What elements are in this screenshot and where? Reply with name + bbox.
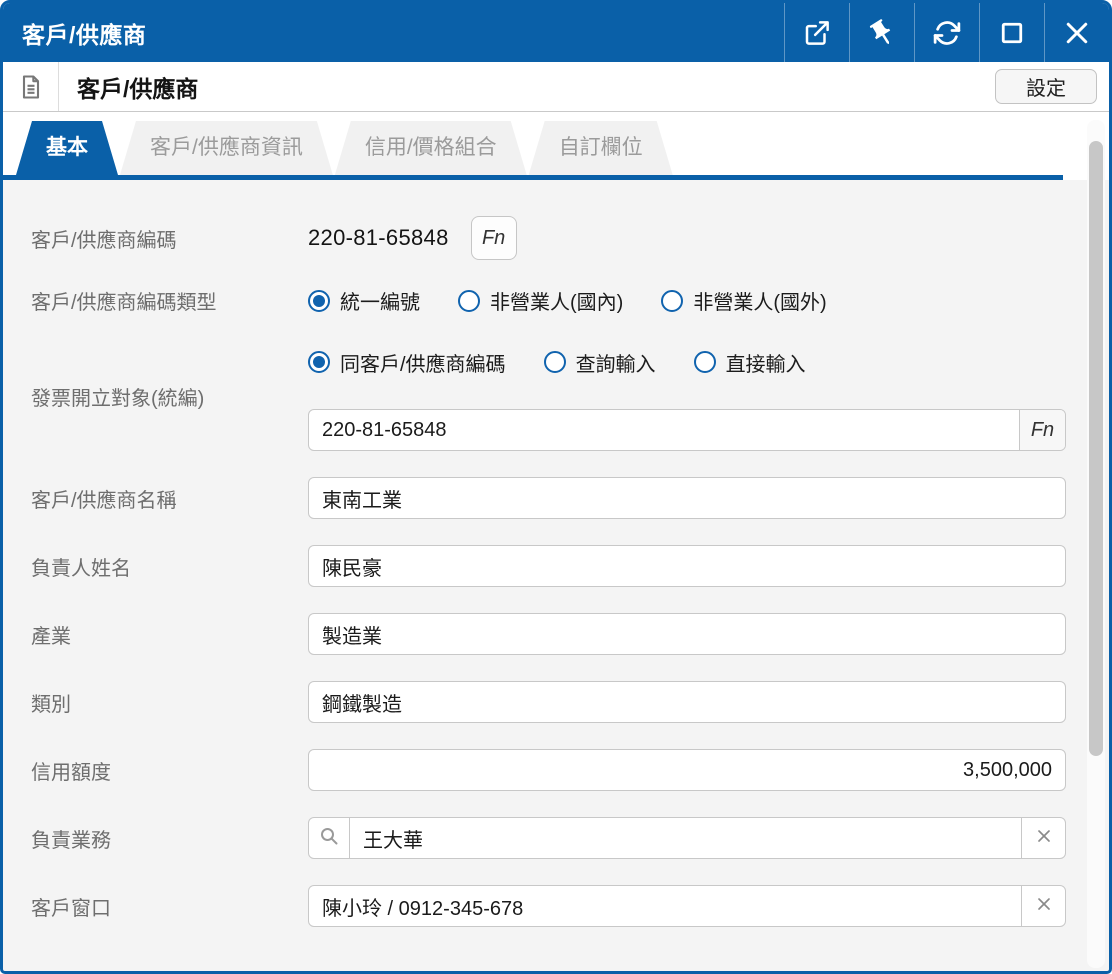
pin-icon	[867, 18, 897, 48]
document-icon	[3, 62, 59, 111]
title-bar: 客戶/供應商	[3, 3, 1109, 62]
owner-label: 負責人姓名	[31, 557, 131, 580]
code-value: 220-81-65848	[308, 225, 449, 250]
credit-limit-label: 信用額度	[31, 761, 111, 784]
sales-rep-input-group	[308, 817, 1066, 859]
clear-icon	[1034, 894, 1054, 919]
search-icon	[317, 824, 341, 853]
tab-custom-fields[interactable]: 自訂欄位	[529, 121, 673, 175]
open-external-button[interactable]	[784, 3, 849, 62]
radio-icon	[458, 289, 480, 312]
sales-rep-label: 負責業務	[31, 829, 111, 852]
settings-button[interactable]: 設定	[995, 69, 1097, 104]
category-label: 類別	[31, 693, 71, 716]
close-button[interactable]	[1044, 3, 1109, 62]
maximize-button[interactable]	[979, 3, 1044, 62]
radio-icon	[661, 289, 684, 312]
contact-label: 客戶窗口	[31, 897, 111, 920]
refresh-button[interactable]	[914, 3, 979, 62]
contact-clear-button[interactable]	[1021, 886, 1065, 926]
close-icon	[1062, 18, 1092, 48]
row-owner: 負責人姓名	[31, 545, 1109, 587]
row-code: 客戶/供應商編碼 220-81-65848 Fn	[31, 216, 1109, 260]
refresh-icon	[932, 18, 962, 48]
tab-basic[interactable]: 基本	[16, 121, 118, 175]
row-category: 類別	[31, 681, 1109, 723]
radio-icon	[693, 351, 716, 373]
invoice-target-label: 發票開立對象(統編)	[31, 387, 205, 410]
row-code-type: 客戶/供應商編碼類型 統一編號 非營業人(國內) 非營業人(國外)	[31, 286, 1109, 315]
clear-icon	[1034, 826, 1054, 851]
row-credit-limit: 信用額度	[31, 749, 1109, 791]
radio-same-as-code[interactable]: 同客戶/供應商編碼	[308, 348, 506, 377]
radio-icon	[308, 351, 330, 373]
radio-query-input[interactable]: 查詢輸入	[543, 348, 656, 377]
code-type-label: 客戶/供應商編碼類型	[31, 292, 217, 314]
tab-credit-price[interactable]: 信用/價格組合	[335, 121, 527, 175]
code-fn-button[interactable]: Fn	[470, 216, 517, 260]
window-title: 客戶/供應商	[22, 21, 147, 48]
contact-input-group	[308, 885, 1066, 927]
invoice-fn-button[interactable]: Fn	[1019, 410, 1065, 450]
category-input[interactable]	[308, 681, 1066, 723]
radio-direct-input[interactable]: 直接輸入	[693, 348, 806, 377]
tab-bar: 基本 客戶/供應商資訊 信用/價格組合 自訂欄位	[3, 112, 1109, 180]
radio-non-business-foreign[interactable]: 非營業人(國外)	[661, 286, 827, 315]
industry-label: 產業	[31, 625, 71, 648]
owner-input[interactable]	[308, 545, 1066, 587]
tab-customer-supplier-info[interactable]: 客戶/供應商資訊	[120, 121, 333, 175]
contact-input[interactable]	[309, 886, 1021, 926]
row-name: 客戶/供應商名稱	[31, 477, 1109, 519]
maximize-icon	[998, 19, 1026, 47]
row-industry: 產業	[31, 613, 1109, 655]
row-contact: 客戶窗口	[31, 885, 1109, 927]
radio-uniform-number[interactable]: 統一編號	[308, 286, 420, 315]
invoice-target-input-group: Fn	[308, 409, 1066, 451]
name-input[interactable]	[308, 477, 1066, 519]
basic-form: 客戶/供應商編碼 220-81-65848 Fn 客戶/供應商編碼類型 統一編號…	[3, 180, 1109, 927]
sales-rep-input[interactable]	[350, 818, 1021, 858]
row-invoice-target: 發票開立對象(統編) 同客戶/供應商編碼 查詢輸入 直接輸入	[31, 341, 1109, 451]
page-header: 客戶/供應商 設定	[3, 62, 1109, 112]
sales-rep-clear-button[interactable]	[1021, 818, 1065, 858]
scrollbar-track[interactable]	[1087, 120, 1105, 968]
credit-limit-input[interactable]	[308, 749, 1066, 791]
page-title: 客戶/供應商	[77, 75, 199, 102]
invoice-target-input[interactable]	[309, 410, 1019, 450]
row-sales-rep: 負責業務	[31, 817, 1109, 859]
radio-icon	[543, 351, 566, 373]
open-external-icon	[802, 18, 832, 48]
radio-non-business-domestic[interactable]: 非營業人(國內)	[458, 286, 623, 315]
tab-underline	[3, 175, 1063, 180]
scrollbar-thumb[interactable]	[1089, 141, 1103, 756]
industry-input[interactable]	[308, 613, 1066, 655]
code-label: 客戶/供應商編碼	[31, 229, 177, 252]
search-button[interactable]	[309, 818, 350, 858]
name-label: 客戶/供應商名稱	[31, 489, 177, 512]
pin-button[interactable]	[849, 3, 914, 62]
radio-icon	[308, 289, 330, 312]
